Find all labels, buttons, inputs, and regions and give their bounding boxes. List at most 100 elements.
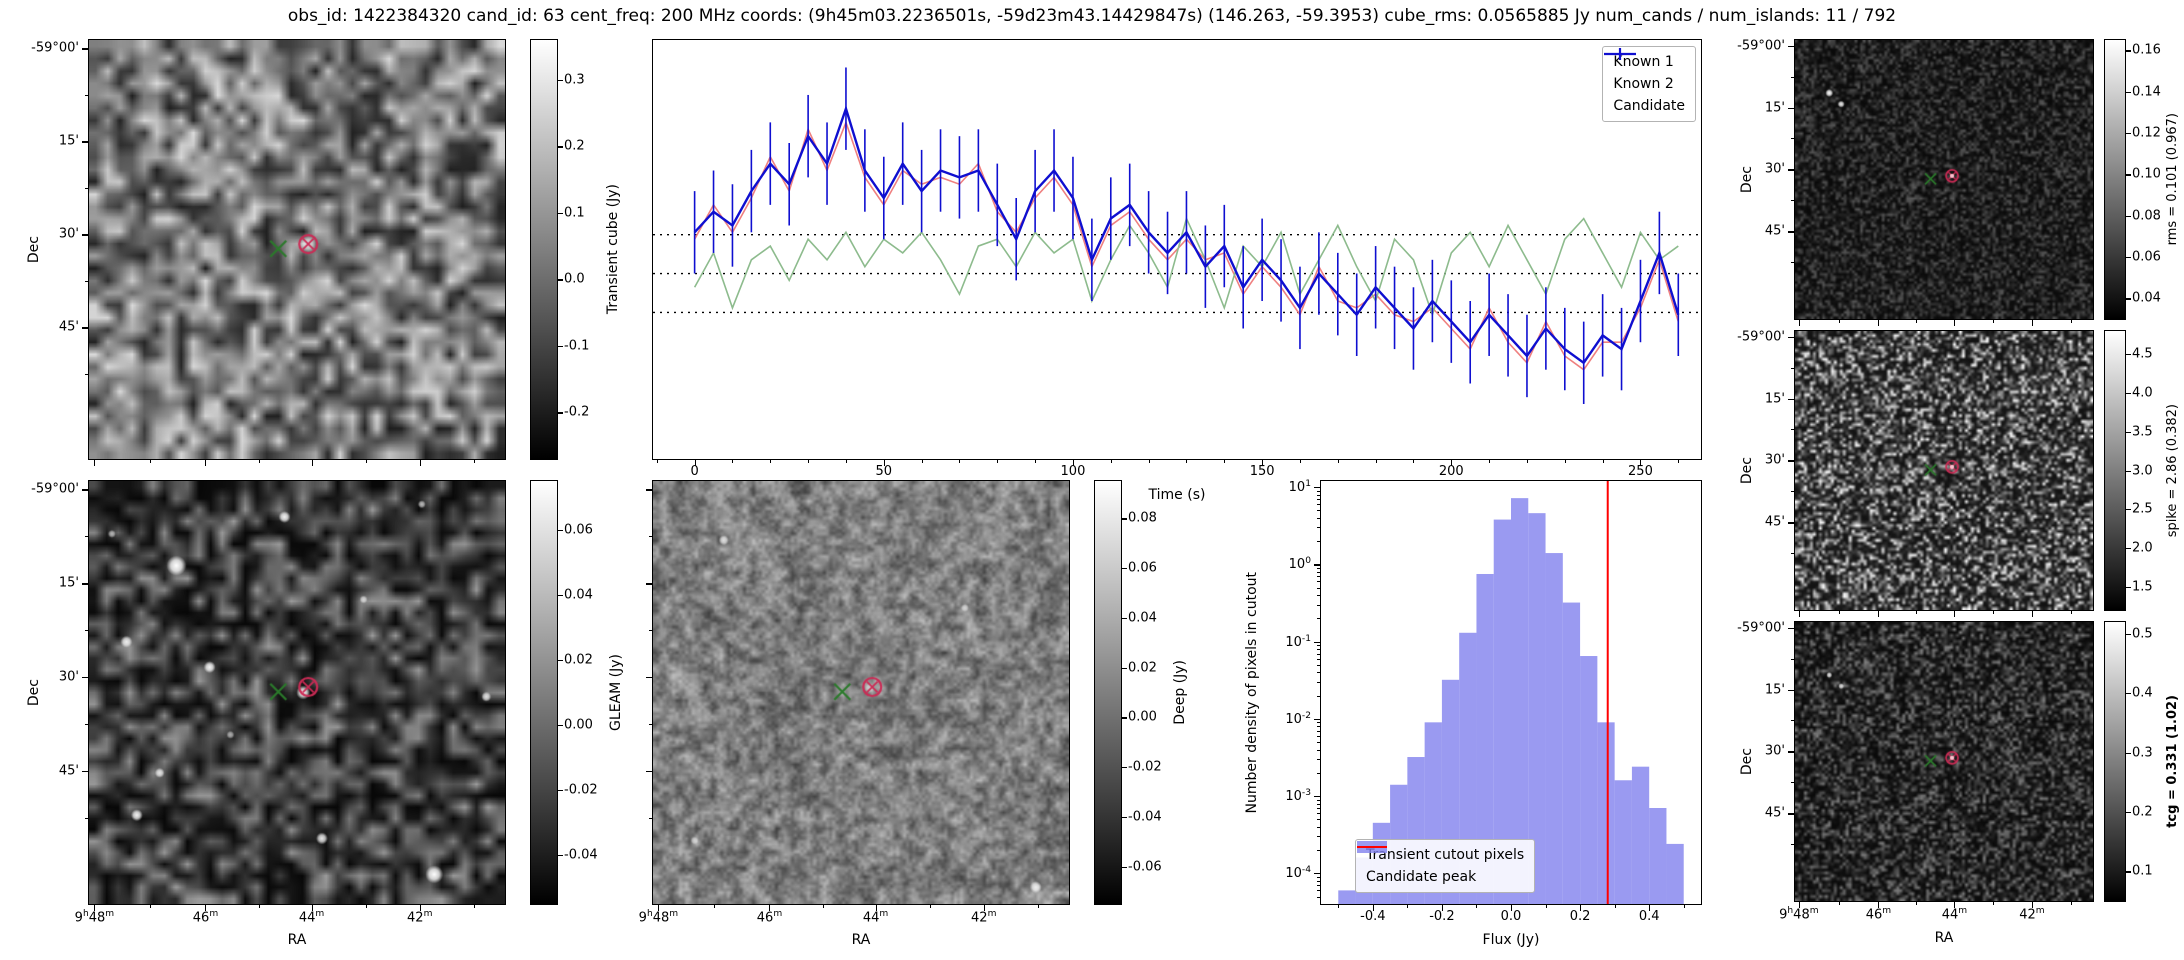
- tick-mark: [1954, 610, 1956, 617]
- tick-mark: [983, 904, 985, 911]
- colorbar-tick-label: 0.08: [1128, 510, 1157, 526]
- colorbar-tick-label: 0.3: [2132, 745, 2153, 761]
- tick-mark: [2125, 174, 2131, 176]
- tick-mark: [1121, 617, 1127, 620]
- colorbar-tick-label: 0.02: [1128, 660, 1157, 676]
- tick-mark: [1314, 796, 1321, 798]
- tick-mark: [1072, 459, 1074, 466]
- tick-mark: [1788, 522, 1795, 524]
- tick-mark: [1121, 568, 1127, 570]
- colorbar-tick-label: 0.0: [564, 271, 585, 287]
- tick-mark: [1838, 610, 1840, 614]
- lightcurve-legend: Known 1 Known 2 Candidate: [1602, 46, 1696, 122]
- tick-mark: [1791, 491, 1795, 493]
- legend-entry: Candidate: [1604, 48, 1685, 117]
- tick-mark: [658, 904, 660, 911]
- tick-mark: [808, 459, 810, 463]
- colorbar-tick-label: 3.0: [2132, 463, 2153, 478]
- tick-mark: [85, 536, 89, 538]
- transient-cutout-panel: -59°00' 15' 30' 45': [31, 39, 506, 466]
- colorbar-tick-label: -0.04: [1128, 809, 1162, 825]
- tick-mark: [82, 327, 89, 329]
- tick-mark: [365, 904, 367, 908]
- tick-mark: [149, 459, 151, 463]
- tcg-dec-axis-label: Dec: [1739, 747, 1755, 776]
- tick-mark: [2125, 470, 2131, 472]
- colorbar-tick-label: 0.4: [2132, 685, 2153, 701]
- ra-tick-label: 44m: [862, 909, 889, 926]
- colorbar-tick-label: 0.2: [564, 138, 585, 154]
- log-tick-label: 10-2: [1285, 710, 1311, 727]
- tick-mark: [1916, 901, 1918, 905]
- tick-mark: [1110, 459, 1112, 463]
- tick-mark: [2125, 354, 2131, 356]
- tick-mark: [2125, 509, 2131, 511]
- tick-mark: [1791, 262, 1795, 264]
- tick-mark: [1317, 880, 1321, 882]
- tick-mark: [1317, 618, 1321, 620]
- tick-mark: [1317, 653, 1321, 655]
- tick-mark: [1993, 610, 1995, 614]
- tick-mark: [1788, 231, 1795, 233]
- tick-mark: [1791, 720, 1795, 722]
- tick-mark: [82, 141, 89, 143]
- tick-mark: [1317, 726, 1321, 728]
- flux-tick-label: 0.0: [1500, 909, 1522, 924]
- tick-mark: [2031, 901, 2033, 908]
- tcg-ra-axis-label: RA: [1934, 930, 1954, 946]
- time-tick-label: 0: [690, 464, 699, 479]
- legend-entry: Known 2: [1604, 53, 1685, 95]
- tick-mark: [1640, 459, 1642, 466]
- dec-tick-label: -59°00': [1737, 620, 1785, 636]
- legend-label: Known 2: [1613, 76, 1674, 92]
- tick-mark: [1121, 866, 1127, 868]
- tick-mark: [1580, 904, 1582, 911]
- rms-map-image: [1795, 40, 2093, 319]
- colorbar-tick-label: 0.14: [2132, 84, 2161, 100]
- tick-mark: [85, 280, 89, 282]
- tick-mark: [1791, 782, 1795, 784]
- tick-mark: [205, 459, 207, 466]
- tick-mark: [1037, 904, 1039, 908]
- tick-mark: [1317, 819, 1321, 821]
- deep-colorbar: 0.08 0.06 0.04 0.02 0.00 -0.02 -0.04 -0.06: [1094, 480, 1162, 905]
- tick-mark: [1299, 459, 1301, 463]
- tick-mark: [1317, 499, 1321, 501]
- flux-tick-label: 0.2: [1569, 909, 1591, 924]
- colorbar-tick-label: 0.02: [564, 652, 593, 668]
- dec-tick-label: 15': [1764, 100, 1785, 116]
- tick-mark: [1317, 490, 1321, 492]
- lightcurve-panel: 0 50 100 150 200 250 Known 1 Known 2 Candidate: [652, 39, 1702, 479]
- colorbar-tick-label: -0.02: [564, 782, 598, 798]
- tick-mark: [1314, 641, 1321, 643]
- transient-dec-axis-label: Dec: [26, 235, 42, 264]
- tick-mark: [649, 724, 653, 726]
- dec-tick-label: 45': [1764, 223, 1785, 239]
- tick-mark: [557, 212, 563, 215]
- dec-tick-label: 45': [1764, 805, 1785, 821]
- tick-mark: [1317, 813, 1321, 815]
- rms-colorbar: 0.16 0.14 0.12 0.10 0.08 0.06 0.04: [2104, 39, 2161, 320]
- colorbar-tick-label: 0.06: [1128, 560, 1157, 576]
- tick-mark: [1317, 658, 1321, 660]
- tick-mark: [1121, 518, 1127, 520]
- tick-mark: [1317, 803, 1321, 805]
- tick-mark: [875, 904, 877, 911]
- ra-tick-label: 46m: [192, 909, 219, 926]
- colorbar-tick-label: 1.5: [2132, 579, 2153, 595]
- tick-mark: [557, 345, 563, 348]
- tick-mark: [311, 904, 313, 911]
- tick-mark: [1317, 890, 1321, 892]
- tick-mark: [1993, 319, 1995, 323]
- tick-mark: [258, 904, 260, 908]
- tick-mark: [473, 459, 475, 463]
- tick-mark: [1678, 459, 1680, 463]
- rms-map-panel: -59°00' 15' 30' 45': [1737, 38, 2094, 326]
- flux-tick-label: -0.2: [1429, 909, 1455, 924]
- gleam-cutout-panel: 9h48m 46m 44m 42m -59°00' 15' 30' 45': [31, 480, 506, 925]
- tick-mark: [1121, 717, 1127, 719]
- spike-colorbar: 4.5 4.0 3.5 3.0 2.5 2.0 1.5: [2104, 330, 2153, 611]
- log-tick-label: 101: [1288, 478, 1311, 496]
- tick-mark: [649, 630, 653, 632]
- time-tick-label: 100: [1060, 464, 1086, 479]
